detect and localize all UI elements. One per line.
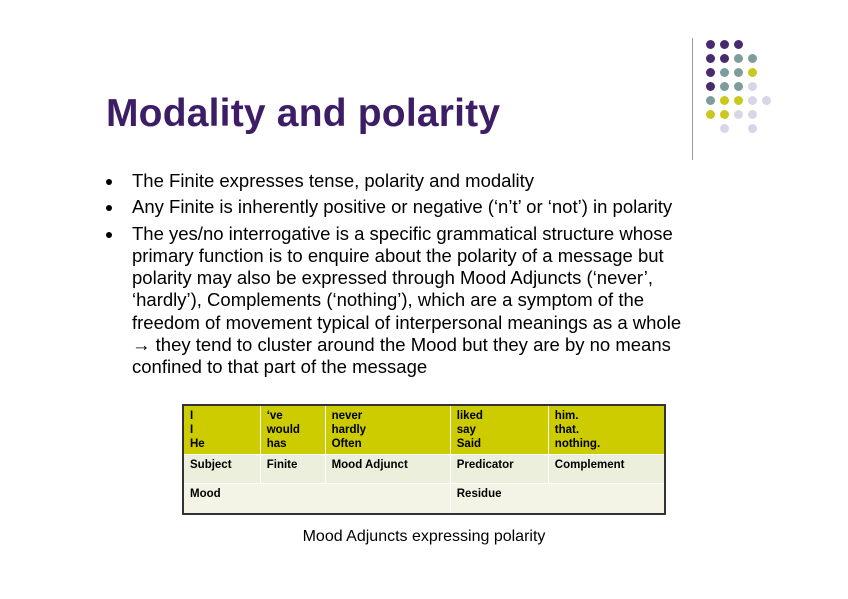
decorative-dot: [748, 68, 757, 77]
bullet-item: The Finite expresses tense, polarity and…: [106, 170, 736, 192]
decorative-dot: [748, 96, 757, 105]
decorative-dot: [734, 40, 743, 49]
function-row: Subject Finite Mood Adjunct Predicator C…: [182, 454, 666, 484]
example-row: I I He ‘ve would has never hardly Often …: [182, 404, 666, 455]
decorative-dot: [720, 110, 729, 119]
decorative-dot: [720, 124, 729, 133]
decorative-dot: [748, 54, 757, 63]
decorative-dot: [706, 96, 715, 105]
decorative-dot: [706, 82, 715, 91]
decorative-dot: [720, 40, 729, 49]
decorative-dot: [734, 110, 743, 119]
vertical-divider-line: [692, 38, 693, 160]
bullet-line: The Finite expresses tense, polarity and…: [132, 170, 535, 191]
bullet-line: polarity may also be expressed through M…: [132, 267, 654, 289]
function-cell: Subject: [182, 454, 261, 484]
decorative-dot: [706, 40, 715, 49]
bullet-item: Any Finite is inherently positive or neg…: [106, 196, 736, 218]
example-cell-finite: ‘ve would has: [259, 404, 326, 455]
bullet-line: freedom of movement typical of interpers…: [132, 311, 682, 333]
decorative-dot: [706, 54, 715, 63]
group-cell-mood: Mood: [182, 483, 451, 515]
decorative-dot: [706, 68, 715, 77]
decorative-dot: [748, 124, 757, 133]
slide-title: Modality and polarity: [106, 92, 501, 135]
bullet-line: The yes/no interrogative is a specific g…: [132, 222, 673, 244]
decorative-dot: [748, 82, 757, 91]
bullet-line: → they tend to cluster around the Mood b…: [132, 334, 671, 356]
example-cell-complement: him. that. nothing.: [547, 404, 666, 455]
mood-analysis-table: I I He ‘ve would has never hardly Often …: [182, 404, 666, 515]
decorative-dot: [720, 82, 729, 91]
bullet-line: ‘hardly’), Complements (‘nothing’), whic…: [132, 289, 645, 311]
decorative-dot: [748, 110, 757, 119]
bullet-line: Any Finite is inherently positive or neg…: [132, 196, 673, 218]
dot-grid-decoration: [706, 40, 776, 150]
example-cell-subject: I I He: [182, 404, 261, 455]
function-cell: Predicator: [449, 454, 549, 484]
decorative-dot: [720, 68, 729, 77]
group-cell-residue: Residue: [449, 483, 666, 515]
function-cell: Finite: [259, 454, 326, 484]
example-cell-mood-adjunct: never hardly Often: [324, 404, 451, 455]
function-cell: Mood Adjunct: [324, 454, 451, 484]
decorative-dot: [720, 96, 729, 105]
example-cell-predicator: liked say Said: [449, 404, 549, 455]
bullet-item: The yes/no interrogative is a specific g…: [106, 223, 736, 379]
bullet-list: The Finite expresses tense, polarity and…: [106, 170, 736, 383]
decorative-dot: [706, 110, 715, 119]
bullet-line: confined to that part of the message: [132, 356, 428, 378]
function-cell: Complement: [547, 454, 666, 484]
decorative-dot: [734, 82, 743, 91]
decorative-dot: [720, 54, 729, 63]
decorative-dot: [734, 68, 743, 77]
bullet-line: primary function is to enquire about the…: [132, 244, 664, 266]
group-row: Mood Residue: [182, 483, 666, 515]
decorative-dot: [762, 96, 771, 105]
decorative-dot: [734, 54, 743, 63]
table-caption: Mood Adjuncts expressing polarity: [302, 528, 546, 545]
decorative-dot: [734, 96, 743, 105]
